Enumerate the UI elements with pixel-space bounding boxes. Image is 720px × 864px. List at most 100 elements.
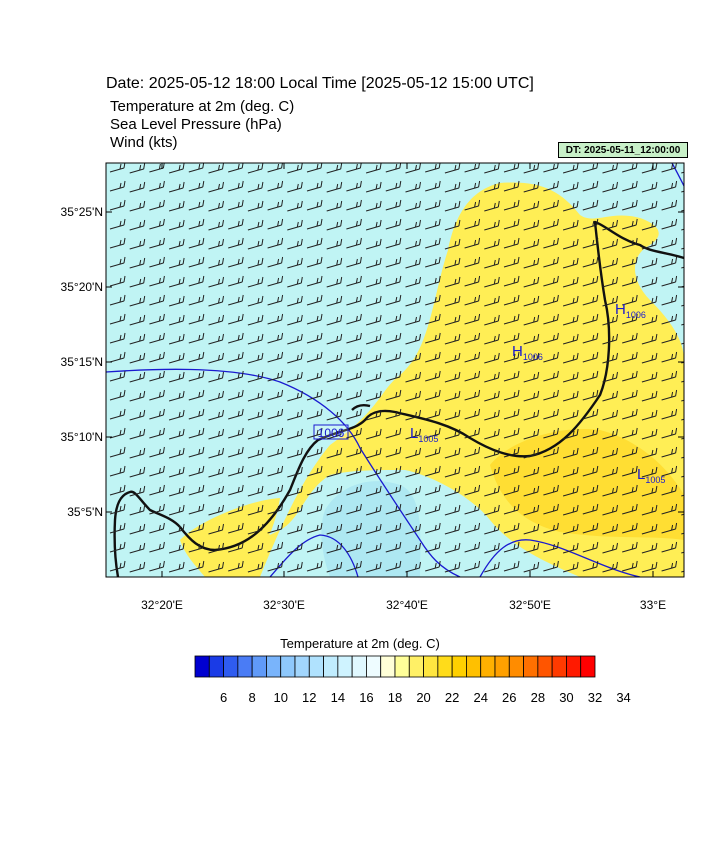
lat-label: 35°5'N bbox=[67, 505, 103, 519]
wind-barb bbox=[326, 485, 343, 497]
wind-barb bbox=[503, 275, 520, 287]
lat-label: 35°15'N bbox=[60, 355, 103, 369]
wind-barb bbox=[149, 560, 165, 572]
low-pressure-label-center: L1005 bbox=[410, 425, 438, 444]
wind-barb bbox=[385, 560, 402, 572]
wind-barb bbox=[444, 276, 461, 288]
wind-barb bbox=[346, 199, 362, 211]
wind-barb bbox=[602, 561, 618, 573]
wind-barb bbox=[149, 522, 165, 534]
wind-barb bbox=[602, 371, 618, 383]
wind-barb bbox=[306, 389, 323, 401]
wind-barb bbox=[405, 428, 421, 440]
wind-barb bbox=[188, 465, 205, 477]
wind-barb bbox=[109, 294, 126, 306]
wind-barb bbox=[228, 237, 244, 249]
wind-barb bbox=[464, 446, 481, 458]
wind-barb bbox=[503, 484, 520, 496]
lon-label: 32°30'E bbox=[263, 598, 305, 612]
wind-barb bbox=[523, 428, 540, 440]
wind-barb bbox=[168, 485, 185, 497]
wind-barb bbox=[267, 560, 284, 572]
wind-barb bbox=[188, 163, 205, 173]
wind-barb bbox=[641, 523, 658, 535]
wind-barb bbox=[365, 276, 382, 288]
wind-barb bbox=[149, 465, 165, 477]
wind-barb bbox=[326, 276, 343, 288]
wind-barb bbox=[602, 409, 618, 421]
wind-barb bbox=[109, 199, 126, 211]
wind-barb bbox=[365, 523, 382, 535]
wind-barb bbox=[484, 200, 500, 212]
wind-barb bbox=[247, 333, 264, 345]
wind-barb bbox=[326, 333, 343, 345]
isobar-east bbox=[479, 539, 641, 577]
wind-barb bbox=[622, 332, 638, 344]
wind-barb bbox=[346, 484, 362, 496]
wind-barb bbox=[464, 332, 481, 344]
wind-barb bbox=[346, 465, 362, 477]
wind-barb bbox=[543, 503, 559, 515]
wind-barb bbox=[109, 275, 126, 287]
wind-barb bbox=[484, 219, 500, 231]
wind-barb bbox=[425, 522, 441, 534]
colorbar-swatch bbox=[437, 655, 453, 678]
wind-barb bbox=[641, 561, 658, 573]
lat-label: 35°20'N bbox=[60, 280, 103, 294]
wind-barb bbox=[405, 542, 421, 554]
wind-barb bbox=[228, 389, 244, 401]
wind-barb bbox=[582, 163, 599, 173]
wind-barb bbox=[109, 389, 126, 401]
wind-barb bbox=[208, 276, 224, 288]
wind-barb bbox=[641, 447, 658, 459]
wind-barb bbox=[346, 541, 362, 553]
wind-barb bbox=[129, 561, 146, 573]
wind-barb bbox=[582, 332, 599, 344]
wind-barb bbox=[267, 294, 284, 306]
wind-barb bbox=[168, 390, 185, 402]
colorbar-swatch bbox=[423, 655, 439, 678]
wind-barb bbox=[425, 446, 441, 458]
wind-barb bbox=[582, 522, 599, 534]
wind-barb bbox=[464, 541, 481, 553]
isobar-northeast bbox=[671, 163, 684, 187]
wind-barb bbox=[228, 332, 244, 344]
colorbar-tick-label: 8 bbox=[248, 690, 256, 705]
colorbar-swatch bbox=[480, 655, 496, 678]
lon-label: 32°50'E bbox=[509, 598, 551, 612]
wind-barb bbox=[287, 466, 303, 478]
wind-barb bbox=[267, 275, 284, 287]
wind-barb bbox=[444, 238, 461, 250]
wind-barb bbox=[661, 275, 678, 287]
wind-barb bbox=[365, 333, 382, 345]
colorbar-swatch bbox=[537, 655, 553, 678]
wind-barb bbox=[188, 503, 205, 515]
wind-barb bbox=[484, 352, 500, 364]
wind-barb bbox=[287, 428, 303, 440]
wind-barb bbox=[267, 503, 284, 515]
wind-barb bbox=[661, 427, 678, 439]
wind-barb bbox=[562, 561, 579, 573]
wind-barb bbox=[168, 409, 185, 421]
wind-barb bbox=[188, 256, 205, 268]
wind-barb bbox=[306, 332, 323, 344]
wind-barb bbox=[109, 370, 126, 382]
wind-barb bbox=[385, 237, 402, 249]
wind-barb bbox=[503, 446, 520, 458]
wind-barb bbox=[503, 522, 520, 534]
wind-barb bbox=[346, 389, 362, 401]
wind-barb bbox=[405, 219, 421, 231]
colorbar-swatch bbox=[208, 655, 224, 678]
wind-barb bbox=[385, 180, 402, 192]
wind-barb bbox=[484, 181, 500, 193]
wind-barb bbox=[464, 408, 481, 420]
wind-barb bbox=[582, 294, 599, 306]
wind-barb bbox=[129, 466, 146, 478]
wind-barb bbox=[168, 238, 185, 250]
colorbar-swatch bbox=[280, 655, 296, 678]
wind-barb bbox=[602, 314, 618, 326]
wind-barb bbox=[444, 466, 461, 478]
wind-barb bbox=[168, 371, 185, 383]
wind-barb bbox=[444, 447, 461, 459]
wind-barb bbox=[228, 218, 244, 230]
